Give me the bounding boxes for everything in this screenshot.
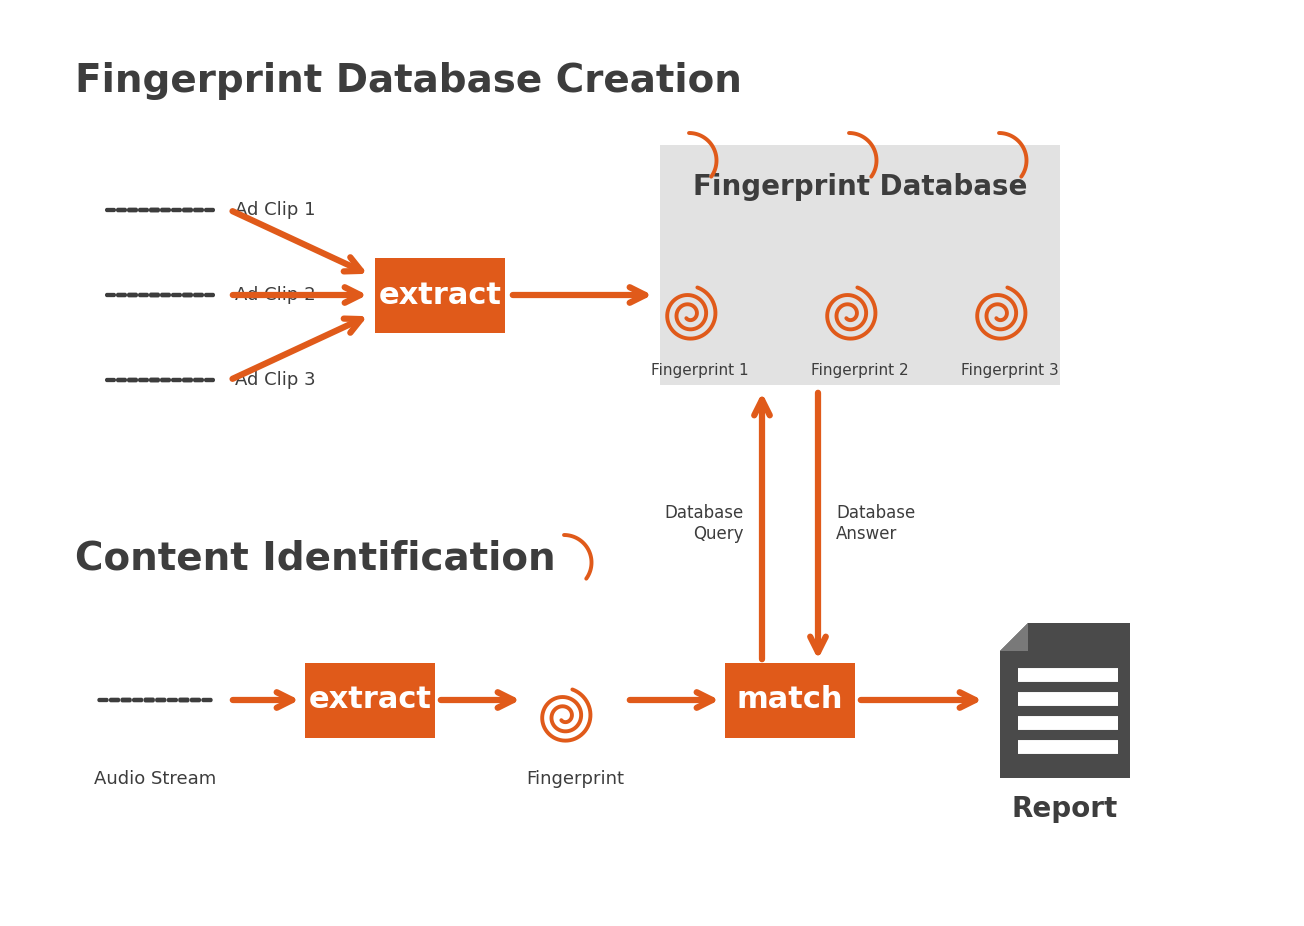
FancyBboxPatch shape xyxy=(203,293,215,297)
FancyBboxPatch shape xyxy=(106,293,116,297)
FancyBboxPatch shape xyxy=(183,378,193,382)
FancyBboxPatch shape xyxy=(138,378,149,382)
FancyBboxPatch shape xyxy=(132,697,143,702)
FancyBboxPatch shape xyxy=(149,293,160,297)
Text: Fingerprint Database: Fingerprint Database xyxy=(692,173,1028,201)
FancyBboxPatch shape xyxy=(167,698,179,702)
Polygon shape xyxy=(1000,623,1028,651)
Text: Fingerprint 3: Fingerprint 3 xyxy=(961,363,1059,378)
FancyBboxPatch shape xyxy=(179,697,189,703)
Bar xyxy=(725,662,855,737)
Text: Ad Clip 2: Ad Clip 2 xyxy=(235,286,316,304)
FancyBboxPatch shape xyxy=(193,378,203,382)
Text: extract: extract xyxy=(309,685,432,715)
Text: Audio Stream: Audio Stream xyxy=(94,770,216,788)
Bar xyxy=(660,145,1060,385)
FancyBboxPatch shape xyxy=(116,207,126,212)
Text: Ad Clip 3: Ad Clip 3 xyxy=(235,371,316,389)
Text: Report: Report xyxy=(1012,795,1118,823)
FancyBboxPatch shape xyxy=(201,698,213,702)
FancyBboxPatch shape xyxy=(190,697,201,702)
FancyBboxPatch shape xyxy=(149,207,160,212)
FancyBboxPatch shape xyxy=(116,378,126,382)
Text: match: match xyxy=(737,685,844,715)
FancyBboxPatch shape xyxy=(126,293,138,297)
FancyBboxPatch shape xyxy=(110,697,120,702)
Text: Fingerprint: Fingerprint xyxy=(526,770,625,788)
Text: Fingerprint 1: Fingerprint 1 xyxy=(651,363,748,378)
FancyBboxPatch shape xyxy=(183,293,193,297)
FancyBboxPatch shape xyxy=(126,207,138,212)
Text: Content Identification: Content Identification xyxy=(76,540,556,578)
FancyBboxPatch shape xyxy=(160,378,171,382)
Text: Database
Answer: Database Answer xyxy=(836,504,915,543)
FancyBboxPatch shape xyxy=(171,293,183,297)
FancyBboxPatch shape xyxy=(193,207,203,212)
Bar xyxy=(376,257,505,332)
FancyBboxPatch shape xyxy=(106,378,116,382)
FancyBboxPatch shape xyxy=(143,697,155,703)
Text: extract: extract xyxy=(378,281,502,309)
Text: Database
Query: Database Query xyxy=(665,504,745,543)
FancyBboxPatch shape xyxy=(116,293,126,297)
Text: Fingerprint Database Creation: Fingerprint Database Creation xyxy=(76,62,742,100)
FancyBboxPatch shape xyxy=(171,378,183,382)
FancyBboxPatch shape xyxy=(106,207,116,212)
FancyBboxPatch shape xyxy=(155,697,167,702)
FancyBboxPatch shape xyxy=(193,293,203,297)
FancyBboxPatch shape xyxy=(138,293,149,297)
FancyBboxPatch shape xyxy=(203,378,215,382)
FancyBboxPatch shape xyxy=(138,207,149,212)
FancyBboxPatch shape xyxy=(160,207,171,212)
FancyBboxPatch shape xyxy=(160,293,171,297)
FancyBboxPatch shape xyxy=(203,207,215,212)
Bar xyxy=(305,662,436,737)
FancyBboxPatch shape xyxy=(98,698,108,702)
Text: Fingerprint 2: Fingerprint 2 xyxy=(811,363,909,378)
FancyBboxPatch shape xyxy=(183,207,193,212)
FancyBboxPatch shape xyxy=(149,378,160,382)
Polygon shape xyxy=(1000,623,1131,778)
FancyBboxPatch shape xyxy=(171,207,183,212)
FancyBboxPatch shape xyxy=(126,378,138,382)
FancyBboxPatch shape xyxy=(120,697,132,703)
Text: Ad Clip 1: Ad Clip 1 xyxy=(235,201,316,219)
